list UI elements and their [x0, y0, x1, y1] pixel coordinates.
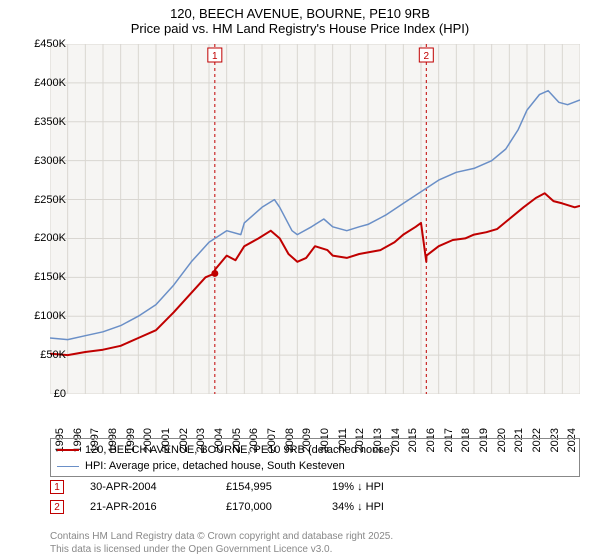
- svg-text:1: 1: [212, 51, 218, 62]
- sale-2-delta: 34% ↓ HPI: [332, 501, 384, 513]
- y-tick-label: £150K: [22, 271, 66, 283]
- svg-text:2: 2: [424, 51, 430, 62]
- legend: 120, BEECH AVENUE, BOURNE, PE10 9RB (det…: [50, 438, 580, 477]
- chart-svg: 12: [50, 44, 580, 394]
- chart-area: 12: [50, 44, 580, 394]
- sale-marker-2-num: 2: [54, 502, 60, 513]
- sale-1-delta: 19% ↓ HPI: [332, 481, 384, 493]
- chart-title-block: 120, BEECH AVENUE, BOURNE, PE10 9RB Pric…: [0, 0, 600, 36]
- y-tick-label: £100K: [22, 310, 66, 322]
- title-line-2: Price paid vs. HM Land Registry's House …: [0, 21, 600, 36]
- y-tick-label: £200K: [22, 232, 66, 244]
- sale-1-price: £154,995: [226, 481, 306, 493]
- footer-line-1: Contains HM Land Registry data © Crown c…: [50, 531, 580, 544]
- legend-swatch-hpi: [57, 466, 79, 467]
- sale-marker-2: 2: [50, 500, 64, 514]
- legend-label-hpi: HPI: Average price, detached house, Sout…: [85, 460, 345, 472]
- y-tick-label: £0: [22, 388, 66, 400]
- sale-marker-1: 1: [50, 480, 64, 494]
- y-tick-label: £350K: [22, 116, 66, 128]
- y-tick-label: £250K: [22, 194, 66, 206]
- title-line-1: 120, BEECH AVENUE, BOURNE, PE10 9RB: [0, 6, 600, 21]
- legend-swatch-price-paid: [57, 449, 79, 451]
- sale-row-2: 2 21-APR-2016 £170,000 34% ↓ HPI: [50, 500, 580, 514]
- footer-line-2: This data is licensed under the Open Gov…: [50, 544, 580, 557]
- sale-2-date: 21-APR-2016: [90, 501, 200, 513]
- sale-row-1: 1 30-APR-2004 £154,995 19% ↓ HPI: [50, 480, 580, 494]
- y-tick-label: £450K: [22, 38, 66, 50]
- y-tick-label: £400K: [22, 77, 66, 89]
- y-tick-label: £50K: [22, 349, 66, 361]
- footer: Contains HM Land Registry data © Crown c…: [50, 531, 580, 556]
- sale-2-price: £170,000: [226, 501, 306, 513]
- legend-row-hpi: HPI: Average price, detached house, Sout…: [57, 458, 573, 474]
- sale-1-date: 30-APR-2004: [90, 481, 200, 493]
- sale-marker-1-num: 1: [54, 482, 60, 493]
- legend-row-price-paid: 120, BEECH AVENUE, BOURNE, PE10 9RB (det…: [57, 442, 573, 458]
- y-tick-label: £300K: [22, 155, 66, 167]
- legend-label-price-paid: 120, BEECH AVENUE, BOURNE, PE10 9RB (det…: [85, 444, 394, 456]
